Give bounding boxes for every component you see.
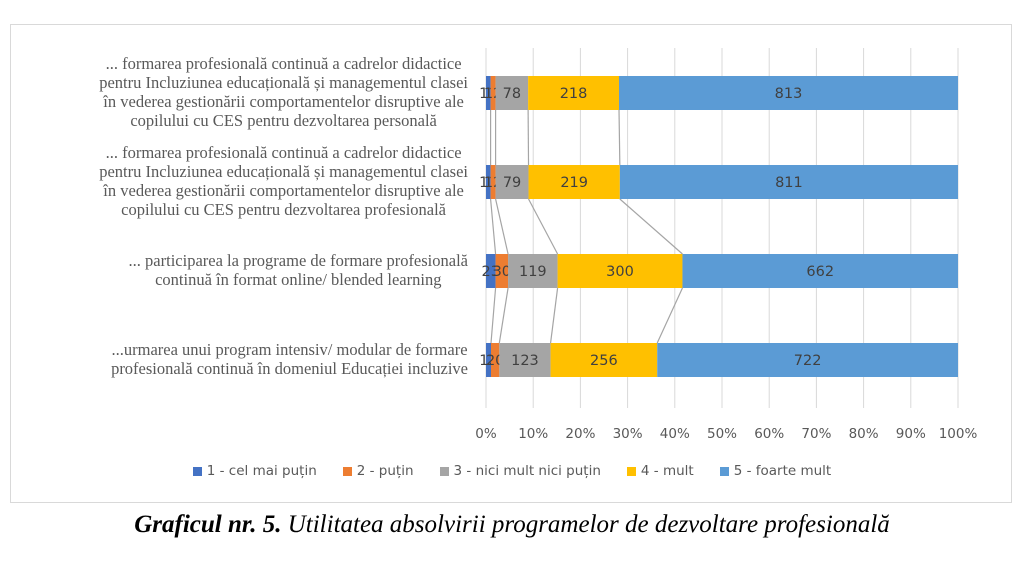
category-label-line: continuă în format online/ blended learn… xyxy=(155,270,442,289)
category-label: ... formarea profesională continuă a cad… xyxy=(99,54,468,130)
legend-item: 5 - foarte mult xyxy=(719,463,832,479)
category-label-line: ...urmarea unui program intensiv/ modula… xyxy=(111,340,468,359)
legend: 1 - cel mai puțin 2 - puțin 3 - nici mult … xyxy=(0,463,1024,479)
bar-segment xyxy=(490,165,496,199)
series-line xyxy=(656,287,684,344)
bar-segment xyxy=(657,343,958,377)
x-tick-label: 0% xyxy=(475,426,497,442)
bar-segment xyxy=(490,76,496,110)
bar-segment xyxy=(528,76,620,110)
legend-item: 1 - cel mai puțin xyxy=(192,463,317,479)
figure-caption: Graficul nr. 5. Utilitatea absolvirii pr… xyxy=(0,511,1024,539)
x-tick-label: 30% xyxy=(613,426,643,442)
data-label: 662 xyxy=(806,264,834,280)
series-line xyxy=(527,198,559,255)
x-tick-label: 100% xyxy=(939,426,978,442)
legend-swatch xyxy=(626,466,636,476)
x-tick-label: 80% xyxy=(849,426,879,442)
data-label: 256 xyxy=(590,353,618,369)
data-label: 813 xyxy=(775,86,803,102)
x-tick-label: 50% xyxy=(707,426,737,442)
x-tick-label: 70% xyxy=(801,426,831,442)
category-label: ...urmarea unui program intensiv/ modula… xyxy=(111,340,468,378)
data-label: 300 xyxy=(606,264,634,280)
category-label-line: în vederea gestionării comportamentelor … xyxy=(103,92,464,111)
legend-item: 3 - nici mult nici puțin xyxy=(439,463,601,479)
bar-segment xyxy=(486,254,496,288)
series-line xyxy=(549,287,559,344)
data-label: 811 xyxy=(775,175,803,191)
x-tick-label: 20% xyxy=(565,426,595,442)
x-tick-label: 10% xyxy=(518,426,548,442)
legend-item: 2 - puțin xyxy=(342,463,414,479)
data-label: 23 xyxy=(482,264,500,280)
bar-segment xyxy=(486,76,491,110)
legend-item: 4 - mult xyxy=(626,463,694,479)
category-label-line: ... formarea profesională continuă a cad… xyxy=(105,143,462,162)
bar-segment xyxy=(619,165,958,199)
category-label-line: copilului cu CES pentru dezvoltarea pers… xyxy=(130,111,437,130)
bar-segment xyxy=(528,165,620,199)
category-label-line: ... formarea profesională continuă a cad… xyxy=(105,54,462,73)
bar-segment xyxy=(508,254,558,288)
bar-segment xyxy=(550,343,658,377)
legend-label: 5 - foarte mult xyxy=(733,463,832,479)
data-label: 78 xyxy=(503,86,521,102)
data-label: 119 xyxy=(519,264,547,280)
category-label-line: în vederea gestionării comportamentelor … xyxy=(103,181,464,200)
x-tick-label: 40% xyxy=(660,426,690,442)
data-label: 123 xyxy=(511,353,539,369)
series-line xyxy=(490,287,497,344)
bar-segment xyxy=(557,254,683,288)
category-label-line: copilului cu CES pentru dezvoltarea prof… xyxy=(121,200,447,219)
category-label: ... participarea la programe de formare … xyxy=(129,251,468,289)
bar-segment xyxy=(495,76,529,110)
category-label-line: ... participarea la programe de formare … xyxy=(128,251,468,270)
legend-label: 4 - mult xyxy=(640,463,694,479)
caption-number: Graficul nr. 5. xyxy=(134,511,282,538)
bar-segment xyxy=(495,165,529,199)
bar-segment xyxy=(495,254,509,288)
category-label-line: pentru Incluziunea educațională și manag… xyxy=(99,73,468,92)
bar-segment xyxy=(619,76,958,110)
x-tick-label: 60% xyxy=(754,426,784,442)
category-label-line: pentru Incluziunea educațională și manag… xyxy=(99,162,468,181)
legend-label: 1 - cel mai puțin xyxy=(206,463,317,479)
legend-swatch xyxy=(342,466,352,476)
bar-segment xyxy=(499,343,551,377)
bar-segment xyxy=(490,343,500,377)
legend-swatch xyxy=(192,466,202,476)
data-label: 79 xyxy=(503,175,521,191)
series-line xyxy=(619,198,683,255)
series-line xyxy=(495,198,509,255)
data-label: 30 xyxy=(493,264,511,280)
data-label: 722 xyxy=(794,353,822,369)
series-line xyxy=(618,109,621,166)
legend-swatch xyxy=(719,466,729,476)
legend-label: 2 - puțin xyxy=(356,463,414,479)
category-label: ... formarea profesională continuă a cad… xyxy=(99,143,468,219)
bar-segment xyxy=(486,343,491,377)
data-label: 219 xyxy=(560,175,588,191)
series-line xyxy=(489,198,497,255)
x-tick-label: 90% xyxy=(896,426,926,442)
legend-swatch xyxy=(439,466,449,476)
legend-label: 3 - nici mult nici puțin xyxy=(453,463,601,479)
bar-segment xyxy=(486,165,491,199)
category-label-line: profesională continuă în domeniul Educaț… xyxy=(111,359,468,378)
series-line xyxy=(498,287,509,344)
data-label: 218 xyxy=(560,86,588,102)
bar-segment xyxy=(682,254,958,288)
caption-text: Utilitatea absolvirii programelor de dez… xyxy=(281,511,890,538)
